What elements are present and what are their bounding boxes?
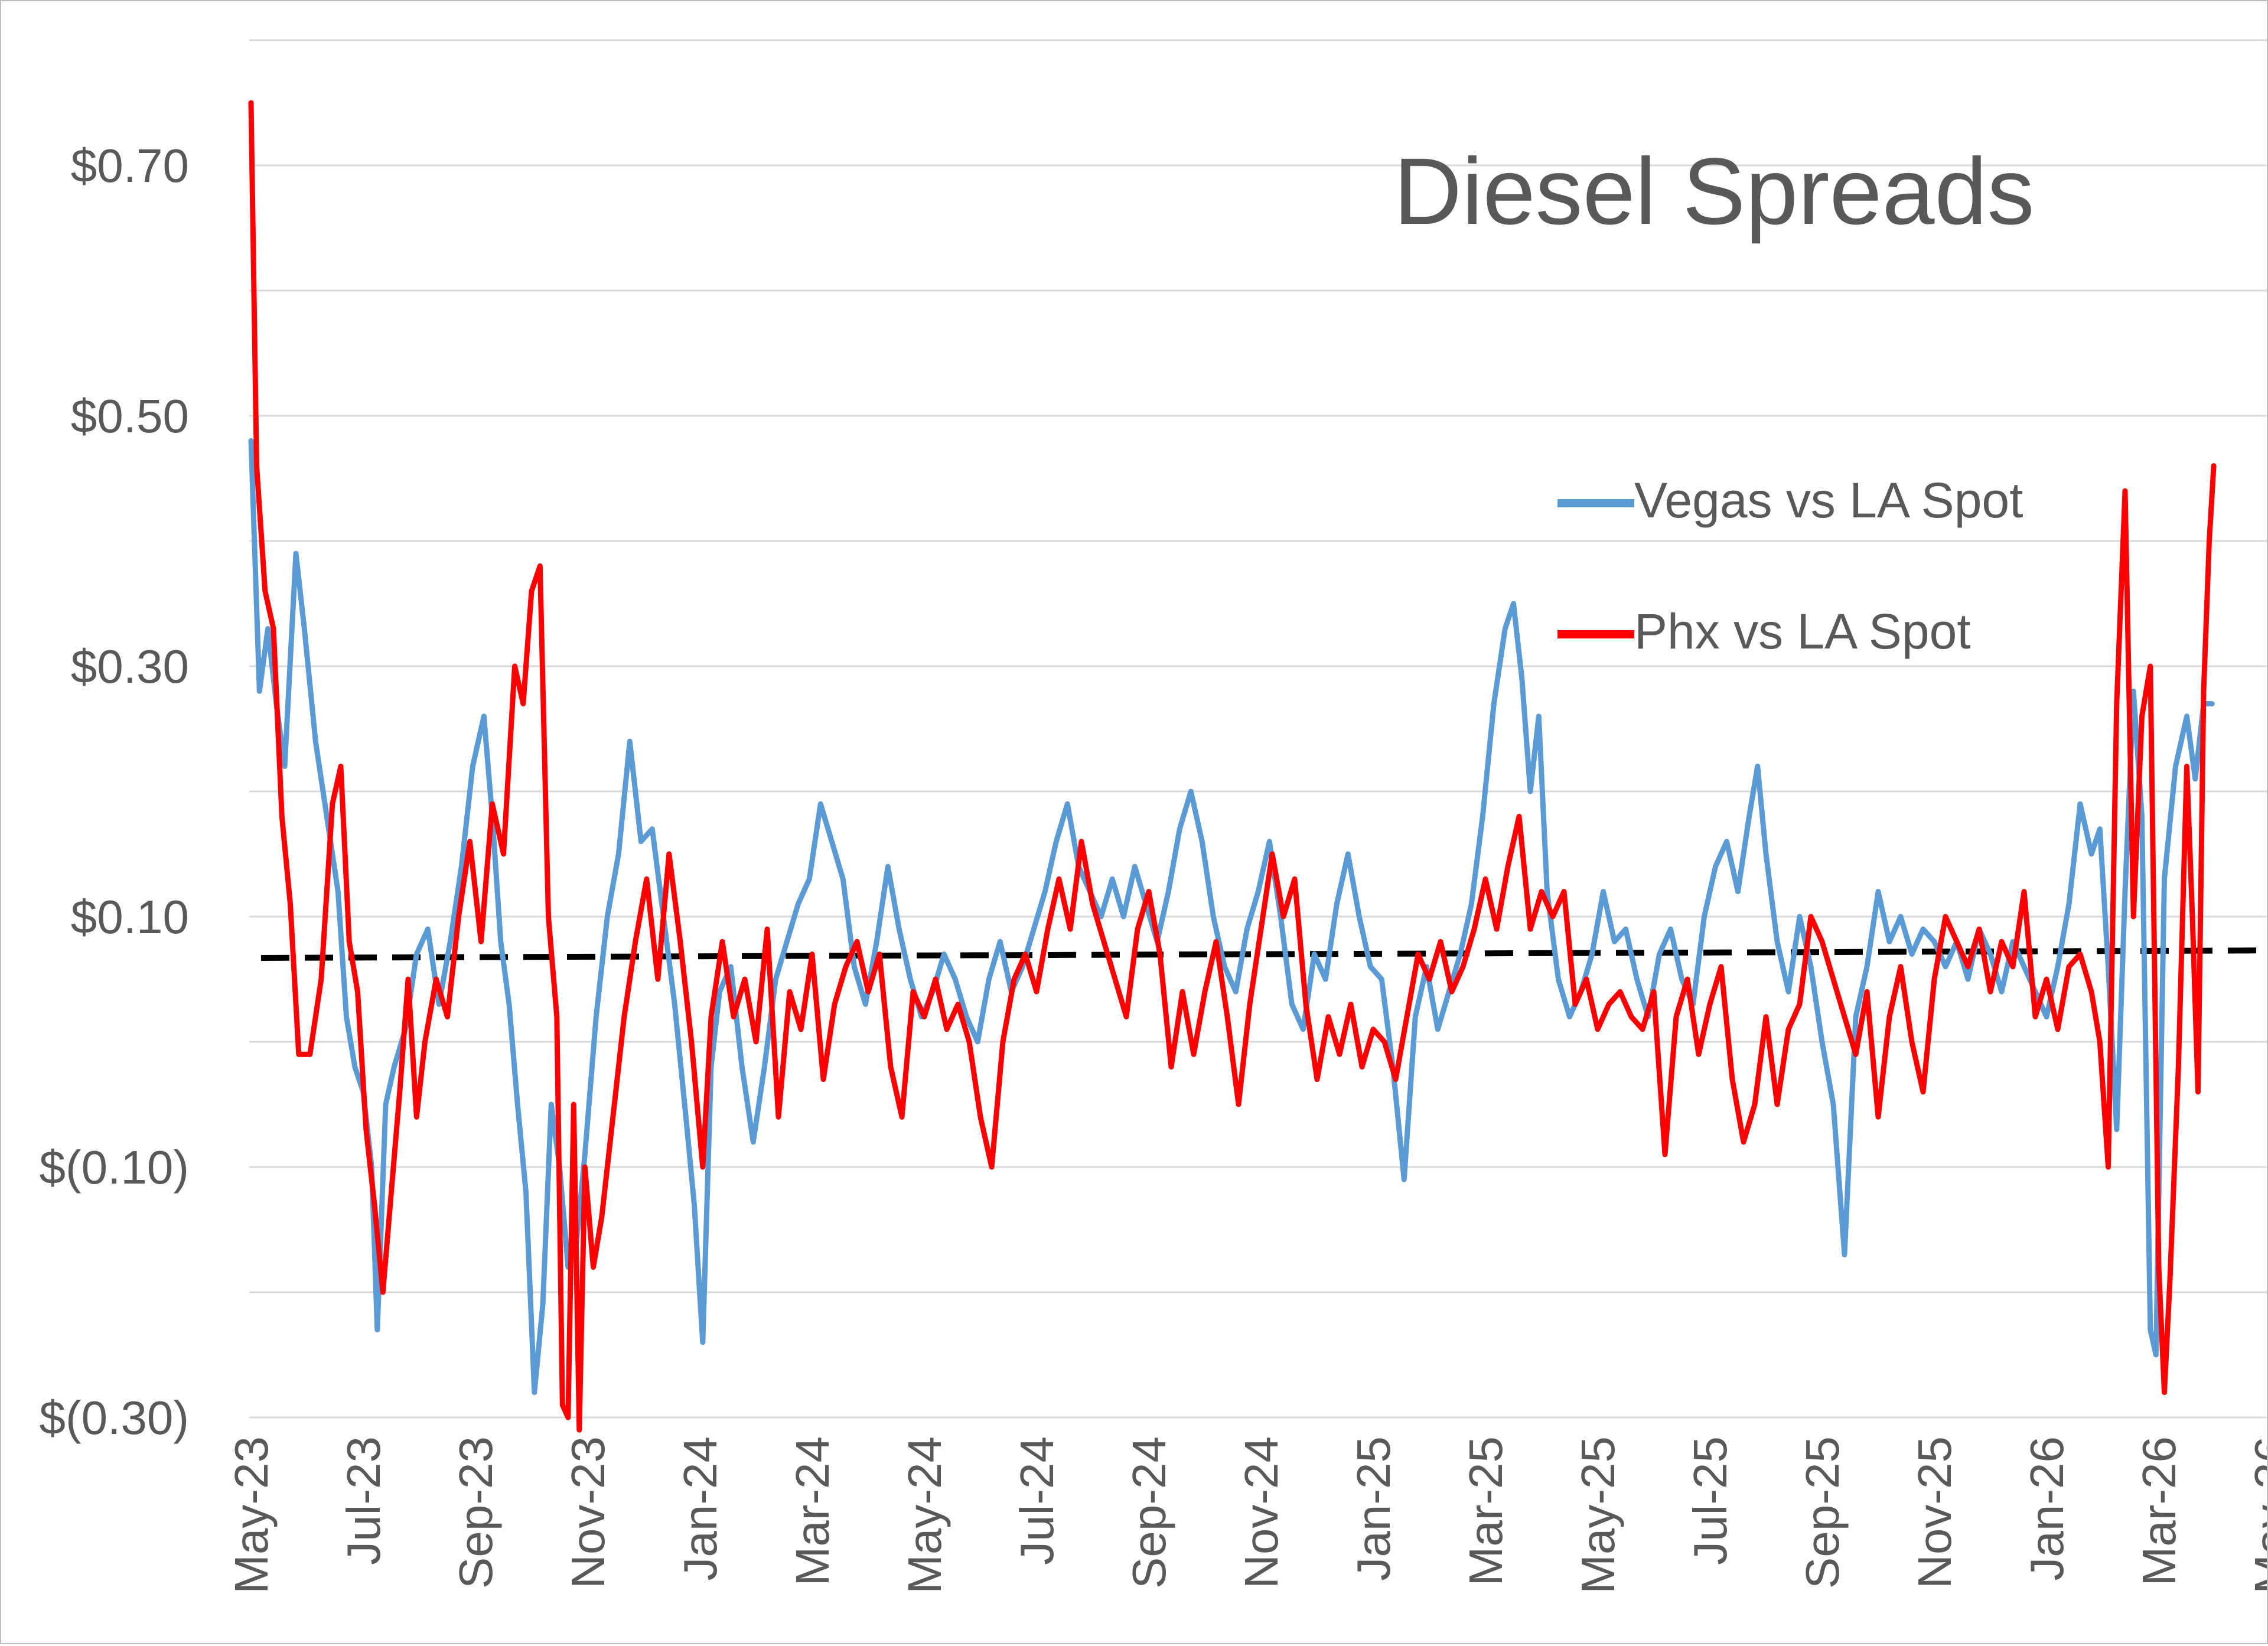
x-tick-label: Sep-25 <box>1796 1436 1849 1589</box>
series-line-vegas <box>248 438 2215 1396</box>
average-dashed-line <box>260 947 2267 961</box>
chart-title: Diesel Spreads <box>1394 138 2035 244</box>
x-tick-label: Jan-26 <box>2021 1436 2073 1581</box>
x-tick-label: May-25 <box>1572 1436 1624 1594</box>
x-tick-label: May-23 <box>225 1436 278 1594</box>
y-tick-label: $0.50 <box>71 390 189 442</box>
x-tick-label: Nov-25 <box>1908 1436 1961 1589</box>
x-tick-label: Mar-24 <box>786 1436 839 1586</box>
y-tick-label: $(0.10) <box>40 1141 189 1194</box>
y-tick-label: $0.30 <box>71 640 189 693</box>
x-tick-label: Jul-23 <box>337 1436 390 1565</box>
x-tick-label: Jan-25 <box>1347 1436 1400 1581</box>
x-tick-label: Mar-26 <box>2133 1436 2185 1586</box>
legend-label-vegas: Vegas vs LA Spot <box>1634 472 2023 528</box>
x-tick-label: Jan-24 <box>674 1436 726 1581</box>
x-tick-label: Mar-25 <box>1459 1436 1512 1586</box>
x-tick-label: Jul-24 <box>1011 1436 1063 1565</box>
x-tick-label: May-24 <box>898 1436 951 1594</box>
x-tick-label: Sep-23 <box>449 1436 502 1589</box>
x-tick-label: Jul-25 <box>1684 1436 1736 1565</box>
x-tick-label: Sep-24 <box>1123 1436 1175 1589</box>
y-axis-tick-labels: $0.70 $0.50 $0.30 $0.10 $(0.10) $(0.30) <box>40 139 189 1444</box>
y-tick-label: $0.70 <box>71 139 189 192</box>
series-line-phx <box>248 100 2217 1433</box>
x-tick-label: Nov-24 <box>1235 1436 1288 1589</box>
x-axis-tick-labels: May-23 Jul-23 Sep-23 Nov-23 Jan-24 Mar-24 May-… <box>225 1436 2268 1594</box>
average-line-group <box>260 947 2267 961</box>
legend-label-phx: Phx vs LA Spot <box>1634 604 1971 659</box>
legend: Vegas vs LA Spot Phx vs LA Spot <box>1557 472 2023 659</box>
grid-lines <box>249 39 2267 1419</box>
x-tick-label: Nov-23 <box>562 1436 614 1589</box>
y-tick-label: $0.10 <box>71 891 189 943</box>
series-lines <box>248 100 2217 1433</box>
x-tick-label: May-26 <box>2245 1436 2267 1594</box>
y-tick-label: $(0.30) <box>40 1391 189 1444</box>
